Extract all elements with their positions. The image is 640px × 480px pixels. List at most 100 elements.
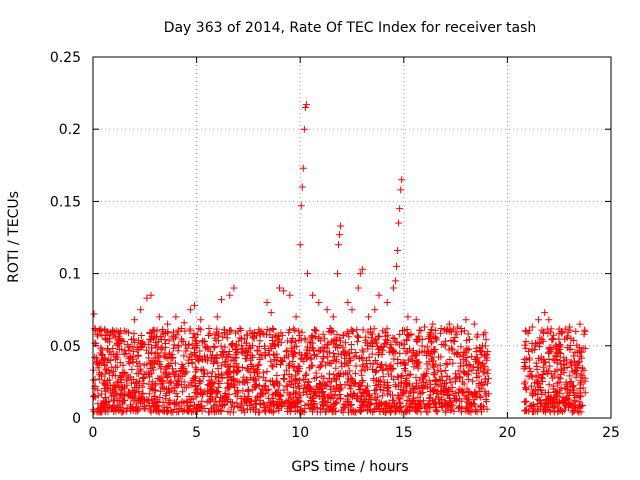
data-point bbox=[146, 359, 154, 367]
data-point bbox=[577, 372, 585, 380]
data-point bbox=[520, 358, 528, 366]
data-point bbox=[182, 341, 190, 349]
data-point bbox=[477, 378, 485, 386]
data-point bbox=[168, 332, 176, 340]
data-point bbox=[384, 331, 392, 339]
data-point bbox=[578, 354, 586, 362]
data-point bbox=[397, 186, 405, 194]
data-point bbox=[402, 407, 410, 415]
data-point bbox=[378, 392, 386, 400]
data-point bbox=[306, 338, 314, 346]
data-point bbox=[256, 408, 264, 416]
data-point bbox=[435, 353, 443, 361]
data-point bbox=[394, 392, 402, 400]
data-point bbox=[160, 368, 168, 376]
data-point bbox=[244, 348, 252, 356]
data-point bbox=[111, 403, 119, 411]
data-point bbox=[252, 399, 260, 407]
data-point bbox=[326, 370, 334, 378]
data-point bbox=[255, 381, 263, 389]
data-point bbox=[191, 301, 199, 309]
data-point bbox=[288, 338, 296, 346]
data-point bbox=[357, 367, 365, 375]
data-point bbox=[213, 325, 221, 333]
data-point bbox=[579, 384, 587, 392]
data-point bbox=[566, 379, 574, 387]
data-point bbox=[166, 378, 174, 386]
data-point bbox=[417, 327, 425, 335]
data-point bbox=[295, 327, 303, 335]
data-point bbox=[481, 329, 489, 337]
data-point bbox=[572, 373, 580, 381]
data-point bbox=[403, 337, 411, 345]
data-point bbox=[465, 406, 473, 414]
data-point bbox=[365, 405, 373, 413]
data-point bbox=[533, 363, 541, 371]
data-point bbox=[429, 347, 437, 355]
data-point bbox=[109, 344, 117, 352]
data-point bbox=[170, 369, 178, 377]
data-point bbox=[115, 328, 123, 336]
data-point bbox=[307, 339, 315, 347]
data-point bbox=[566, 346, 574, 354]
data-point bbox=[251, 375, 259, 383]
data-point bbox=[448, 346, 456, 354]
data-point bbox=[568, 408, 576, 416]
data-point bbox=[538, 326, 546, 334]
data-point bbox=[146, 329, 154, 337]
data-point bbox=[535, 354, 543, 362]
data-point bbox=[393, 262, 401, 270]
data-point bbox=[265, 406, 273, 414]
data-point bbox=[529, 387, 537, 395]
data-point bbox=[211, 397, 219, 405]
data-point bbox=[241, 355, 249, 363]
data-point bbox=[396, 398, 404, 406]
data-point bbox=[96, 349, 104, 357]
data-point bbox=[572, 367, 580, 375]
data-point bbox=[463, 395, 471, 403]
data-point bbox=[278, 401, 286, 409]
y-tick-label: 0 bbox=[72, 411, 81, 427]
data-point bbox=[533, 378, 541, 386]
data-point bbox=[290, 325, 298, 333]
data-point bbox=[104, 408, 112, 416]
data-point bbox=[119, 398, 127, 406]
data-point bbox=[355, 406, 363, 414]
data-point bbox=[191, 377, 199, 384]
data-point bbox=[376, 407, 384, 415]
data-point bbox=[125, 346, 133, 354]
data-point bbox=[161, 349, 169, 357]
data-point bbox=[427, 339, 435, 347]
data-point bbox=[197, 316, 205, 324]
data-point bbox=[522, 385, 530, 393]
data-point bbox=[254, 347, 262, 355]
data-point bbox=[468, 366, 476, 374]
data-point bbox=[90, 366, 98, 374]
y-tick-label: 0.15 bbox=[50, 194, 81, 210]
data-point bbox=[332, 357, 340, 365]
data-point bbox=[206, 330, 214, 338]
data-point bbox=[128, 387, 136, 395]
data-point bbox=[115, 406, 123, 414]
data-point bbox=[354, 392, 362, 400]
data-point bbox=[208, 385, 216, 393]
data-point bbox=[308, 344, 316, 352]
data-point bbox=[527, 382, 535, 390]
data-point bbox=[576, 320, 584, 328]
data-point bbox=[186, 327, 194, 335]
data-point bbox=[315, 364, 323, 372]
data-point bbox=[214, 377, 222, 385]
data-point bbox=[224, 352, 232, 360]
x-tick-label: 5 bbox=[192, 425, 201, 441]
data-point bbox=[202, 342, 210, 350]
data-point bbox=[132, 405, 140, 413]
data-point bbox=[484, 379, 492, 387]
data-point bbox=[97, 390, 105, 398]
data-point bbox=[446, 406, 454, 414]
data-point bbox=[269, 363, 277, 371]
data-point bbox=[417, 408, 425, 416]
data-point bbox=[150, 402, 158, 410]
data-point bbox=[569, 406, 577, 414]
data-point bbox=[310, 326, 318, 334]
data-point bbox=[269, 325, 277, 333]
